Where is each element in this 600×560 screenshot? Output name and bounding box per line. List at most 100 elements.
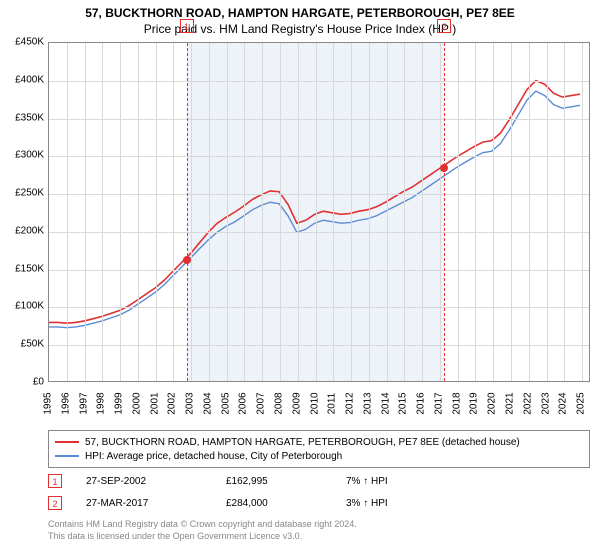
x-axis-label: 2018	[451, 392, 462, 414]
y-axis-label: £50K	[21, 339, 44, 350]
gridline-h	[49, 270, 589, 271]
y-axis-label: £450K	[15, 37, 44, 48]
x-axis-label: 2010	[309, 392, 320, 414]
gridline-h	[49, 307, 589, 308]
gridline-v	[120, 43, 121, 381]
legend-swatch	[55, 455, 79, 457]
sale-date: 27-SEP-2002	[86, 476, 226, 487]
sale-marker-box: 1	[180, 19, 194, 33]
gridline-h	[49, 81, 589, 82]
gridline-v	[85, 43, 86, 381]
gridline-v	[351, 43, 352, 381]
gridline-h	[49, 232, 589, 233]
sale-marker-line	[444, 43, 445, 381]
x-axis-label: 2004	[202, 392, 213, 414]
x-axis-label: 2022	[522, 392, 533, 414]
y-axis-label: £350K	[15, 112, 44, 123]
x-axis-label: 1999	[114, 392, 125, 414]
attribution: Contains HM Land Registry data © Crown c…	[48, 518, 357, 542]
legend-swatch	[55, 441, 79, 443]
sale-marker-box: 2	[437, 19, 451, 33]
x-axis-label: 2000	[131, 392, 142, 414]
sale-row: 227-MAR-2017£284,0003% ↑ HPI	[48, 492, 590, 514]
sale-diff: 7% ↑ HPI	[346, 476, 466, 487]
x-axis-label: 1996	[60, 392, 71, 414]
x-axis-label: 2009	[291, 392, 302, 414]
x-axis-label: 2002	[167, 392, 178, 414]
gridline-v	[209, 43, 210, 381]
x-axis-label: 2012	[345, 392, 356, 414]
gridline-v	[138, 43, 139, 381]
x-axis-label: 1998	[96, 392, 107, 414]
legend-item: HPI: Average price, detached house, City…	[55, 449, 583, 463]
chart-subtitle: Price paid vs. HM Land Registry's House …	[0, 20, 600, 40]
gridline-v	[316, 43, 317, 381]
sale-marker-line	[187, 43, 188, 381]
x-axis-label: 2015	[398, 392, 409, 414]
attribution-line: Contains HM Land Registry data © Crown c…	[48, 518, 357, 530]
gridline-v	[422, 43, 423, 381]
sale-row-marker: 1	[48, 474, 62, 488]
x-axis-label: 1997	[78, 392, 89, 414]
gridline-v	[156, 43, 157, 381]
plot-area: 12	[48, 42, 590, 382]
legend: 57, BUCKTHORN ROAD, HAMPTON HARGATE, PET…	[48, 430, 590, 468]
gridline-v	[547, 43, 548, 381]
gridline-v	[529, 43, 530, 381]
chart-title: 57, BUCKTHORN ROAD, HAMPTON HARGATE, PET…	[0, 0, 600, 20]
attribution-line: This data is licensed under the Open Gov…	[48, 530, 357, 542]
gridline-v	[262, 43, 263, 381]
gridline-v	[493, 43, 494, 381]
line-series-svg	[49, 43, 589, 381]
gridline-v	[67, 43, 68, 381]
y-axis-label: £250K	[15, 188, 44, 199]
gridline-v	[404, 43, 405, 381]
gridline-v	[475, 43, 476, 381]
gridline-v	[369, 43, 370, 381]
x-axis-label: 2005	[220, 392, 231, 414]
gridline-h	[49, 345, 589, 346]
y-axis-label: £200K	[15, 225, 44, 236]
legend-item: 57, BUCKTHORN ROAD, HAMPTON HARGATE, PET…	[55, 435, 583, 449]
y-axis-label: £400K	[15, 74, 44, 85]
x-axis-label: 2023	[540, 392, 551, 414]
gridline-v	[511, 43, 512, 381]
legend-label: 57, BUCKTHORN ROAD, HAMPTON HARGATE, PET…	[85, 437, 520, 448]
gridline-v	[564, 43, 565, 381]
y-axis-label: £300K	[15, 150, 44, 161]
gridline-v	[173, 43, 174, 381]
gridline-v	[244, 43, 245, 381]
x-axis-label: 2020	[487, 392, 498, 414]
sale-date: 27-MAR-2017	[86, 498, 226, 509]
y-axis-label: £0	[33, 377, 44, 388]
x-axis-label: 2016	[416, 392, 427, 414]
gridline-v	[191, 43, 192, 381]
x-axis-label: 2025	[576, 392, 587, 414]
gridline-v	[280, 43, 281, 381]
gridline-v	[387, 43, 388, 381]
x-axis-label: 2019	[469, 392, 480, 414]
x-axis-label: 2001	[149, 392, 160, 414]
x-axis-label: 2021	[505, 392, 516, 414]
x-axis-label: 2006	[238, 392, 249, 414]
gridline-v	[102, 43, 103, 381]
gridline-h	[49, 194, 589, 195]
sale-point	[183, 256, 191, 264]
gridline-v	[227, 43, 228, 381]
sale-row-marker: 2	[48, 496, 62, 510]
x-axis-label: 2011	[327, 393, 338, 415]
sale-price: £162,995	[226, 476, 346, 487]
legend-label: HPI: Average price, detached house, City…	[85, 451, 342, 462]
y-axis-label: £100K	[15, 301, 44, 312]
sales-table: 1 27-SEP-2002£162,9957% ↑ HPI 2 27-MAR-2017…	[48, 470, 590, 514]
y-axis-label: £150K	[15, 263, 44, 274]
x-axis-label: 2008	[274, 392, 285, 414]
gridline-h	[49, 156, 589, 157]
x-axis-label: 2024	[558, 392, 569, 414]
gridline-h	[49, 119, 589, 120]
gridline-v	[582, 43, 583, 381]
sale-price: £284,000	[226, 498, 346, 509]
gridline-v	[440, 43, 441, 381]
x-axis-label: 2003	[185, 392, 196, 414]
x-axis-label: 2013	[362, 392, 373, 414]
